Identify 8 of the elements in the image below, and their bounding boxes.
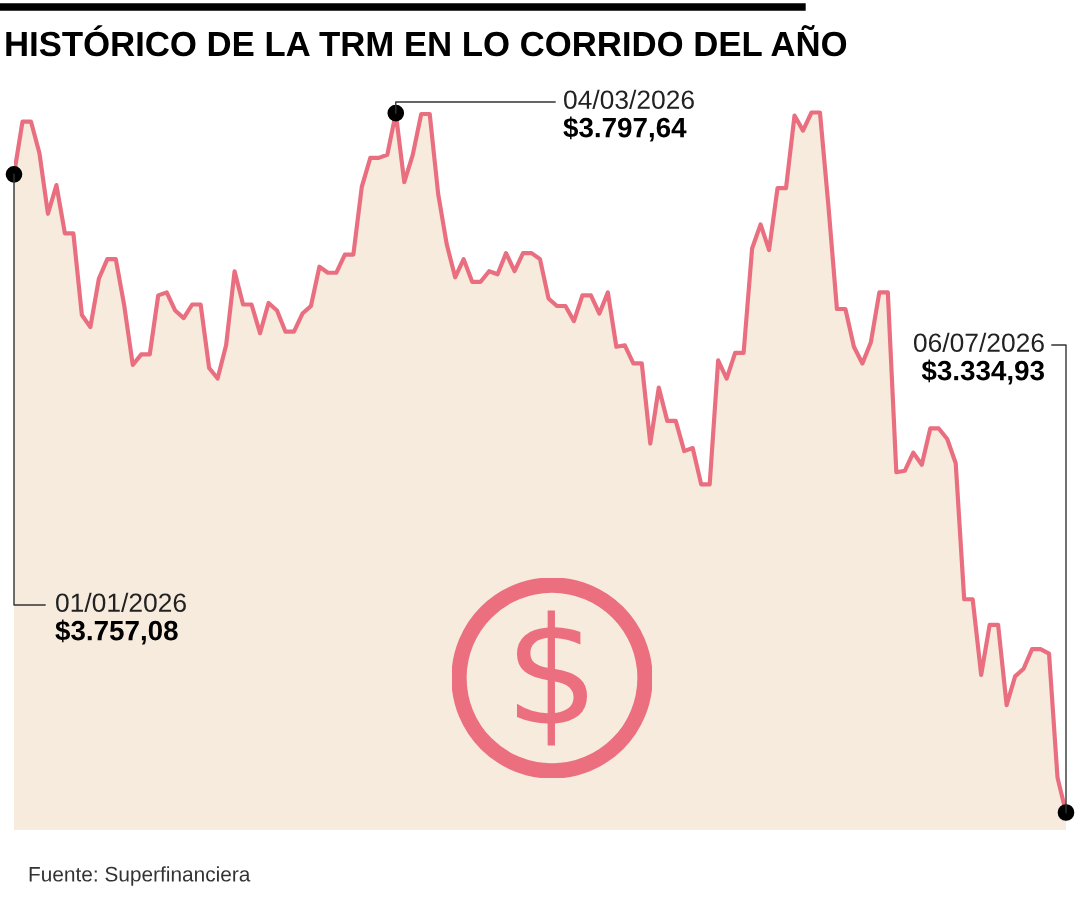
annotation: 06/07/2026 (913, 332, 1044, 353)
chart-title: HISTÓRICO DE LA TRM EN LO CORRIDO DEL AÑO (6, 25, 847, 57)
annotation: 01/01/2026 (56, 592, 186, 613)
data-label: $3.797,64 (563, 116, 687, 142)
annotation: Fuente: Superfinanciera (29, 866, 251, 886)
text: 04/03/2026 (564, 89, 694, 110)
data-label: $3.334,93 (921, 359, 1045, 385)
data-label: $3.757,08 (55, 619, 178, 645)
